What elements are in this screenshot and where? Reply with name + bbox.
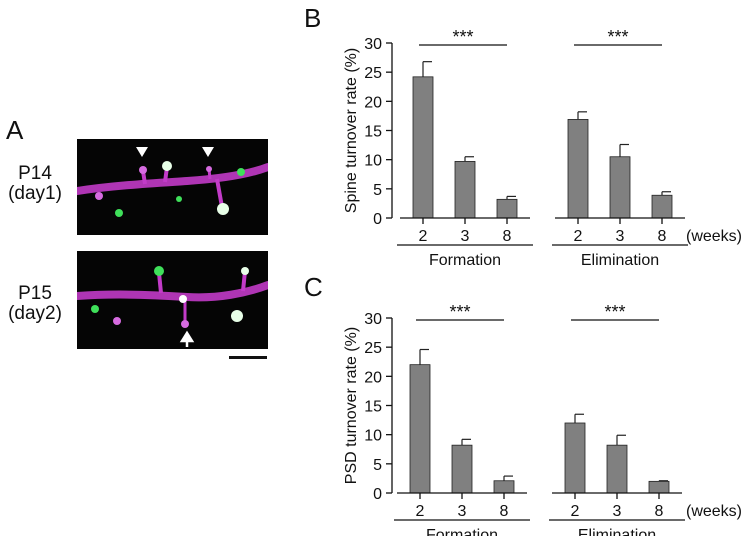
x-tick-label: 8 <box>658 228 667 245</box>
bar <box>606 444 628 494</box>
psd-punctum <box>95 192 103 200</box>
y-tick-label: 20 <box>364 94 382 111</box>
bar <box>493 480 515 494</box>
x-tick-label: 8 <box>500 503 509 520</box>
psd-punctum <box>113 317 121 325</box>
micrograph-label-line1: P14 <box>18 163 52 184</box>
x-tick-label: 2 <box>419 228 428 245</box>
psd-punctum <box>231 310 243 322</box>
y-tick-label: 10 <box>364 153 382 170</box>
y-tick-label: 5 <box>373 182 382 199</box>
scale-bar <box>229 356 267 359</box>
spine-head <box>206 166 212 172</box>
bar <box>567 119 589 219</box>
y-tick-label: 30 <box>364 311 382 328</box>
spine-head <box>241 267 249 275</box>
arrowhead-icon <box>136 147 148 157</box>
psd-punctum <box>217 203 229 215</box>
x-tick-label: 8 <box>655 503 664 520</box>
y-tick-label: 15 <box>364 124 382 141</box>
bar <box>651 194 673 219</box>
micrograph-day1 <box>77 139 268 235</box>
group-label: Elimination <box>581 252 659 269</box>
y-axis-title: PSD turnover rate (%) <box>343 327 360 484</box>
x-unit-label: (weeks) <box>686 228 742 245</box>
significance-stars: *** <box>452 27 473 47</box>
dendrite-spine <box>157 272 163 294</box>
arrow-icon <box>179 330 195 347</box>
significance-stars: *** <box>607 27 628 47</box>
dendrite-shaft <box>77 281 268 302</box>
x-tick-label: 2 <box>416 503 425 520</box>
spine-head <box>181 320 189 328</box>
psd-punctum <box>154 266 164 276</box>
micrograph-label-line2: (day2) <box>8 303 62 324</box>
bar <box>496 198 518 219</box>
psd-punctum <box>91 305 99 313</box>
y-tick-label: 0 <box>373 211 382 228</box>
panel-label: B <box>304 3 321 33</box>
x-tick-label: 3 <box>616 228 625 245</box>
micrograph-day2 <box>77 251 268 349</box>
bar <box>648 480 670 494</box>
significance-stars: *** <box>604 302 625 322</box>
micrograph-label-day1: P14 (day1) <box>0 164 70 204</box>
x-tick-label: 2 <box>574 228 583 245</box>
bar <box>564 422 586 494</box>
psd-punctum <box>176 196 182 202</box>
y-tick-label: 5 <box>373 457 382 474</box>
y-tick-label: 25 <box>364 340 382 357</box>
x-unit-label: (weeks) <box>686 503 742 520</box>
spine-head <box>139 166 147 174</box>
y-tick-label: 10 <box>364 428 382 445</box>
micrograph-label-line2: (day1) <box>8 183 62 204</box>
group-label: Formation <box>429 252 501 269</box>
x-tick-label: 2 <box>571 503 580 520</box>
y-tick-label: 0 <box>373 486 382 503</box>
y-tick-label: 25 <box>364 65 382 82</box>
y-axis-title: Spine turnover rate (%) <box>343 48 360 213</box>
panel-label: C <box>304 272 323 302</box>
x-tick-label: 3 <box>613 503 622 520</box>
bar <box>412 76 434 219</box>
x-tick-label: 8 <box>503 228 512 245</box>
psd-punctum <box>115 209 123 217</box>
micrograph-label-line1: P15 <box>18 283 52 304</box>
y-tick-label: 15 <box>364 399 382 416</box>
panel-label-a: A <box>6 115 24 145</box>
x-tick-label: 3 <box>461 228 470 245</box>
y-tick-label: 30 <box>364 36 382 53</box>
psd-punctum <box>162 161 172 171</box>
psd-punctum <box>237 168 245 176</box>
dendrite-shaft <box>77 163 268 195</box>
group-label: Elimination <box>578 527 656 536</box>
y-tick-label: 20 <box>364 369 382 386</box>
bar <box>609 156 631 219</box>
significance-stars: *** <box>449 302 470 322</box>
bar <box>409 364 431 494</box>
bar <box>451 444 473 494</box>
arrowhead-icon <box>202 147 214 157</box>
group-label: Formation <box>426 527 498 536</box>
micrograph-label-day2: P15 (day2) <box>0 284 70 324</box>
dendrite-spine <box>215 178 224 208</box>
psd-punctum <box>179 295 187 303</box>
x-tick-label: 3 <box>458 503 467 520</box>
bar <box>454 161 476 219</box>
